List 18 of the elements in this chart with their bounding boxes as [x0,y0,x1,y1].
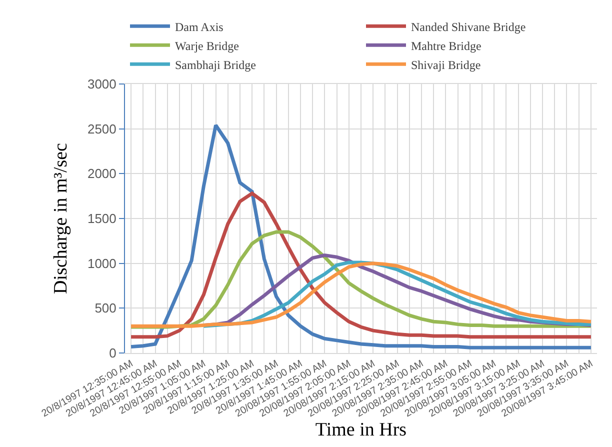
legend-label: Warje Bridge [175,38,240,53]
line-series [129,124,593,350]
y-axis-title: Discharge in m³/sec [50,143,72,294]
line-series [129,192,593,339]
y-tick-label: 1000 [87,256,116,271]
x-axis-title: Time in Hrs [315,420,407,441]
y-tick-label: 2000 [87,166,116,182]
y-tick-label: 0 [109,346,116,361]
y-tick-label: 2500 [87,121,116,136]
legend-label: Shivaji Bridge [411,58,481,72]
y-tick-label: 1500 [87,211,116,226]
legend-label: Mahtre Bridge [411,38,482,53]
line-series [129,262,593,328]
legend-label: Dam Axis [175,20,224,34]
legend-label: Nanded Shivane Bridge [411,20,526,34]
legend-label: Sambhaji Bridge [175,58,256,72]
y-tick-label: 3000 [87,76,116,92]
y-tick-label: 500 [94,300,116,316]
